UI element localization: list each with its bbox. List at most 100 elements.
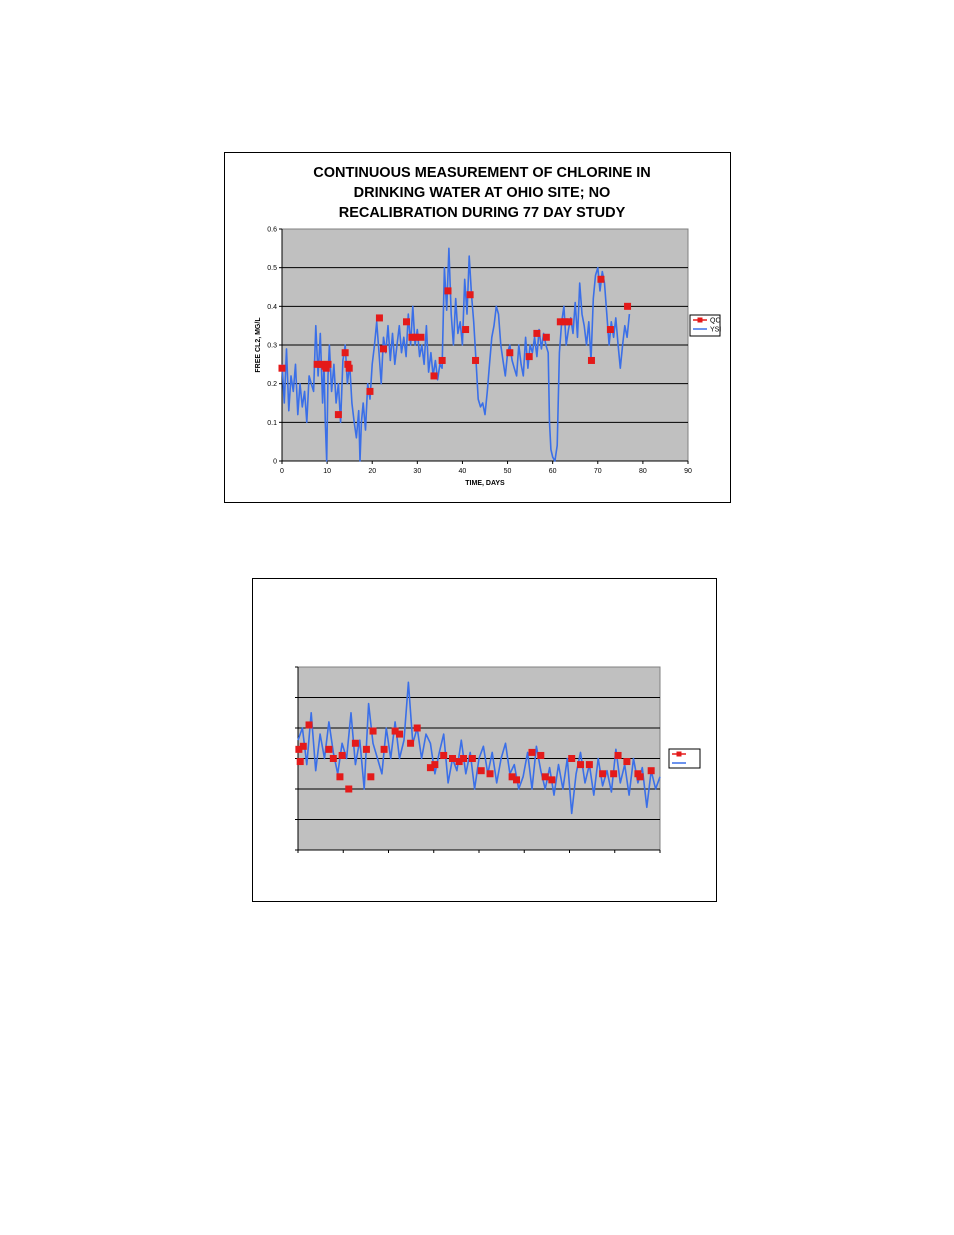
data-point-point [369, 727, 377, 735]
data-point-point [548, 776, 556, 784]
data-point-point [614, 751, 622, 759]
y-tick-label: 0.1 [267, 420, 277, 427]
data-point-qc [466, 291, 474, 299]
data-point-point [477, 767, 485, 775]
data-point-point [455, 758, 463, 766]
data-point-qc [334, 411, 342, 419]
data-point-point [367, 773, 375, 781]
data-point-point [636, 773, 644, 781]
data-point-point [396, 730, 404, 738]
data-point-qc [462, 326, 470, 334]
data-point-point [296, 758, 304, 766]
x-axis-label: TIME, DAYS [465, 480, 505, 487]
data-point-point [329, 755, 337, 762]
data-point-qc [624, 302, 632, 310]
chart-2 [295, 666, 701, 853]
data-point-point [345, 785, 353, 793]
data-point-qc [472, 356, 480, 364]
data-point-point [585, 761, 593, 769]
data-point-point [440, 751, 448, 759]
data-point-point [568, 755, 576, 762]
data-point-point [647, 767, 655, 775]
chart-1-frame: CONTINUOUS MEASUREMENT OF CHLORINE IN DRI… [224, 152, 731, 503]
data-point-qc [438, 356, 446, 364]
data-point-qc [375, 314, 383, 322]
data-point-point [391, 727, 399, 735]
chart-1: CONTINUOUS MEASUREMENT OF CHLORINE IN DRI… [255, 165, 721, 487]
data-point-qc [444, 287, 452, 295]
series-line-line [297, 681, 661, 815]
x-tick-label: 80 [639, 468, 647, 475]
data-point-point [407, 739, 415, 747]
data-point-qc [322, 364, 330, 372]
data-point-qc [412, 333, 420, 341]
data-point-point [325, 745, 333, 753]
data-point-qc [345, 364, 353, 372]
data-point-point [486, 770, 494, 778]
data-point-qc [556, 318, 564, 326]
data-point-point [413, 724, 421, 732]
data-point-qc [565, 318, 573, 326]
data-point-point [468, 755, 476, 762]
data-point-point [508, 773, 516, 781]
y-tick-label: 0.3 [267, 343, 277, 350]
legend [668, 748, 701, 769]
data-point-qc [506, 349, 514, 357]
y-tick-label: 0.5 [267, 265, 277, 272]
data-point-qc [533, 329, 541, 337]
y-tick-label: 0.4 [267, 304, 277, 311]
x-tick-label: 40 [459, 468, 467, 475]
data-point-point [577, 761, 585, 769]
x-tick-label: 20 [368, 468, 376, 475]
data-point-point [426, 764, 434, 772]
y-tick-label: 0.2 [267, 381, 277, 388]
data-point-qc [313, 360, 321, 368]
y-tick-label: 0.6 [267, 227, 277, 234]
data-point-point [513, 776, 521, 784]
data-point-point [528, 748, 536, 756]
x-tick-label: 60 [549, 468, 557, 475]
data-point-qc [417, 333, 425, 341]
data-point-point [338, 751, 346, 759]
y-axis-label: FREE CL2, MG/L [255, 317, 262, 373]
legend-label: QC [710, 318, 721, 325]
data-point-qc [317, 360, 325, 368]
data-point-qc [324, 360, 332, 368]
data-point-qc [278, 364, 286, 372]
data-point-qc [587, 356, 595, 364]
x-tick-label: 90 [684, 468, 692, 475]
data-point-point [336, 773, 344, 781]
data-point-qc [542, 333, 550, 341]
legend-swatch-marker [676, 751, 682, 757]
x-tick-label: 0 [280, 468, 284, 475]
x-tick-label: 10 [323, 468, 331, 475]
data-point-qc [341, 349, 349, 357]
x-tick-label: 50 [504, 468, 512, 475]
data-point-qc [366, 387, 374, 395]
legend-box [668, 748, 701, 769]
y-tick-label: 0 [273, 459, 277, 466]
data-point-point [623, 758, 631, 766]
data-point-point [305, 721, 313, 729]
x-tick-label: 30 [413, 468, 421, 475]
data-point-point [541, 773, 549, 781]
legend-label: YSI [710, 327, 721, 334]
data-point-qc [408, 333, 416, 341]
data-point-point [351, 739, 359, 747]
data-point-point [537, 751, 545, 759]
data-point-qc [344, 360, 352, 368]
chart-title-line: CONTINUOUS MEASUREMENT OF CHLORINE IN [313, 165, 651, 181]
data-point-qc [403, 318, 411, 326]
data-point-point [295, 745, 303, 753]
chart-2-frame [252, 578, 717, 902]
chart-title-line: DRINKING WATER AT OHIO SITE; NO [354, 185, 611, 201]
data-point-point [610, 770, 618, 778]
data-point-point [460, 755, 468, 762]
data-point-qc [597, 275, 605, 283]
legend-swatch-marker [697, 317, 703, 323]
data-point-qc [430, 372, 438, 380]
data-point-qc [380, 345, 387, 353]
legend: QC YSI [689, 314, 721, 337]
data-point-qc [561, 318, 569, 326]
chart-title-line: RECALIBRATION DURING 77 DAY STUDY [339, 205, 626, 221]
